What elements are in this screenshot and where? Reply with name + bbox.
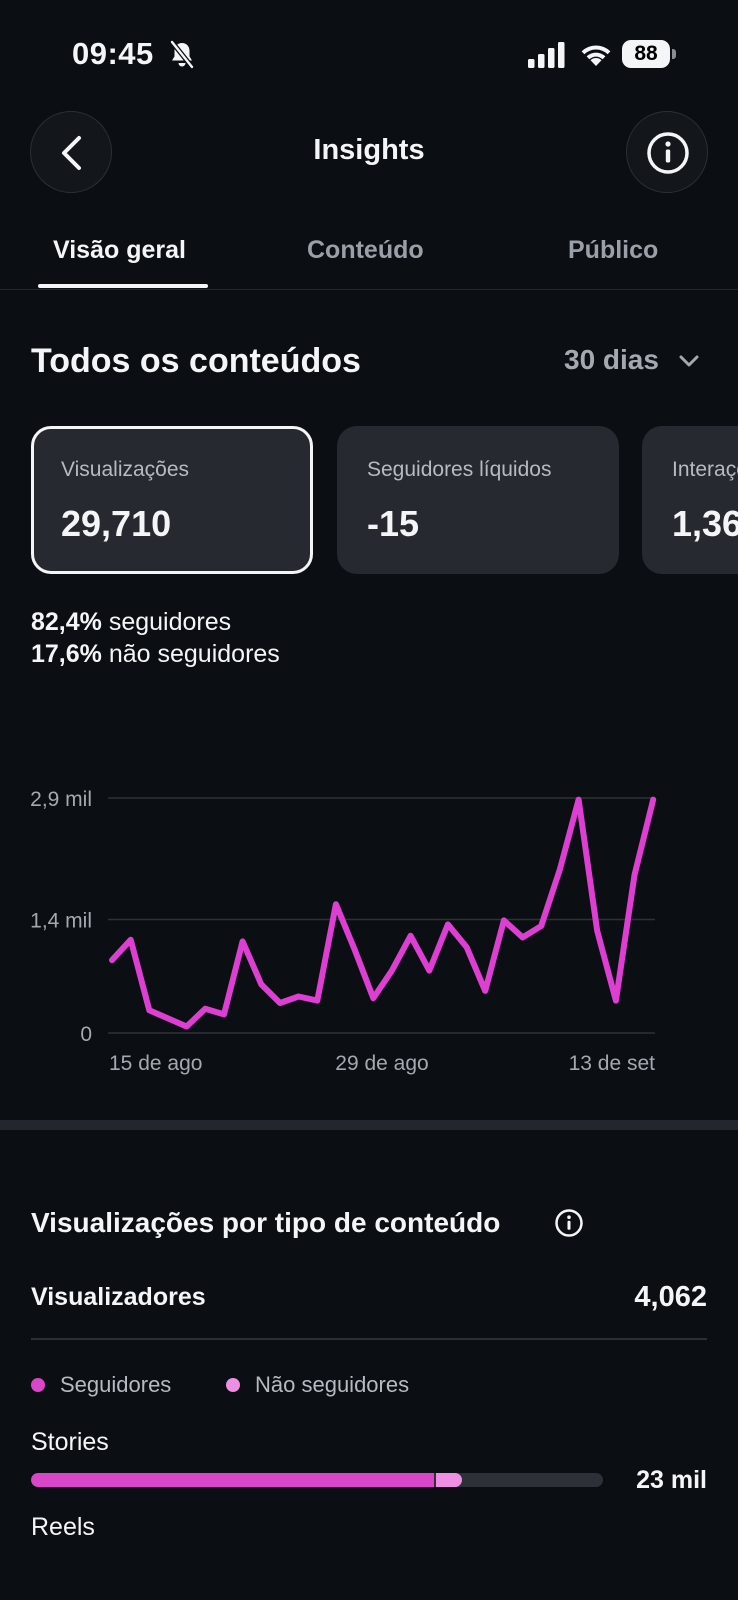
- non-followers-label: não seguidores: [108, 640, 280, 668]
- page-title: Insights: [313, 134, 425, 166]
- stories-bar-non-followers: [436, 1473, 462, 1487]
- content-type-title: Visualizações por tipo de conteúdo: [31, 1207, 501, 1238]
- legend-dot-followers: [31, 1378, 45, 1392]
- info-button[interactable]: [626, 111, 708, 193]
- divider: [31, 1338, 707, 1340]
- chart-canvas: 2,9 mil 1,4 mil 0 15 de ago 29 de ago 13 de s…: [30, 788, 657, 1075]
- metric-card-net-followers[interactable]: Seguidores líquidos -15: [337, 426, 619, 574]
- row-label-stories: Stories: [31, 1428, 109, 1456]
- status-bar: 09:45 88: [0, 0, 738, 100]
- tab-active-indicator: [38, 284, 208, 288]
- section-title: Todos os conteúdos: [31, 342, 361, 380]
- battery-level: 88: [622, 40, 670, 68]
- metric-value: 29,710: [61, 503, 172, 544]
- back-button[interactable]: [30, 111, 112, 193]
- y-tick-label: 1,4 mil: [30, 910, 92, 933]
- status-time: 09:45: [72, 36, 154, 71]
- y-tick-label: 2,9 mil: [30, 788, 92, 811]
- x-tick-label: 13 de set: [569, 1052, 656, 1075]
- tab-overview[interactable]: Visão geral: [53, 236, 186, 264]
- x-tick-label: 15 de ago: [109, 1052, 202, 1075]
- stories-bar-followers: [31, 1473, 434, 1487]
- metric-card-interactions[interactable]: Interações 1,36: [642, 426, 738, 574]
- info-icon[interactable]: [554, 1208, 584, 1238]
- signal-icon: [528, 42, 565, 68]
- metric-label: Seguidores líquidos: [367, 458, 552, 481]
- metric-label: Interações: [672, 458, 738, 481]
- wifi-icon: [581, 45, 611, 66]
- legend-label-followers: Seguidores: [60, 1372, 172, 1397]
- metric-value: -15: [367, 503, 420, 544]
- non-followers-breakdown: 17,6% não seguidores: [31, 638, 280, 670]
- stories-bar[interactable]: [31, 1473, 603, 1487]
- audience-breakdown: 82,4% seguidores 17,6% não seguidores: [31, 606, 280, 670]
- non-followers-pct: 17,6%: [31, 640, 102, 668]
- section-divider: [0, 1120, 738, 1130]
- tab-audience[interactable]: Público: [568, 236, 659, 264]
- stories-value: 23 mil: [636, 1466, 707, 1494]
- y-tick-label: 0: [80, 1023, 92, 1046]
- followers-label: seguidores: [108, 608, 232, 636]
- x-tick-label: 29 de ago: [335, 1052, 428, 1075]
- battery-indicator: 88: [622, 40, 676, 68]
- chevron-down-icon[interactable]: [678, 354, 700, 368]
- battery-cap: [672, 49, 676, 59]
- followers-pct: 82,4%: [31, 608, 102, 636]
- period-dropdown[interactable]: 30 dias: [564, 344, 659, 375]
- tab-bar: Visão geral Conteúdo Público: [0, 222, 738, 290]
- bell-slash-icon: [170, 40, 194, 69]
- legend-dot-non-followers: [226, 1378, 240, 1392]
- row-label-reels: Reels: [31, 1513, 95, 1541]
- metric-card-views[interactable]: Visualizações 29,710: [31, 426, 313, 574]
- views-series-line: [109, 796, 657, 1030]
- info-icon: [647, 132, 689, 174]
- followers-breakdown: 82,4% seguidores: [31, 606, 280, 638]
- metric-value: 1,36: [672, 503, 738, 544]
- chevron-left-icon: [62, 136, 81, 170]
- tab-content[interactable]: Conteúdo: [307, 236, 424, 264]
- viewers-value: 4,062: [634, 1281, 707, 1313]
- views-line-chart[interactable]: 2,9 mil 1,4 mil 0 15 de ago 29 de ago 13 de s…: [0, 770, 738, 1080]
- metric-label: Visualizações: [61, 458, 190, 481]
- legend-label-non-followers: Não seguidores: [255, 1372, 410, 1397]
- viewers-label: Visualizadores: [31, 1283, 206, 1311]
